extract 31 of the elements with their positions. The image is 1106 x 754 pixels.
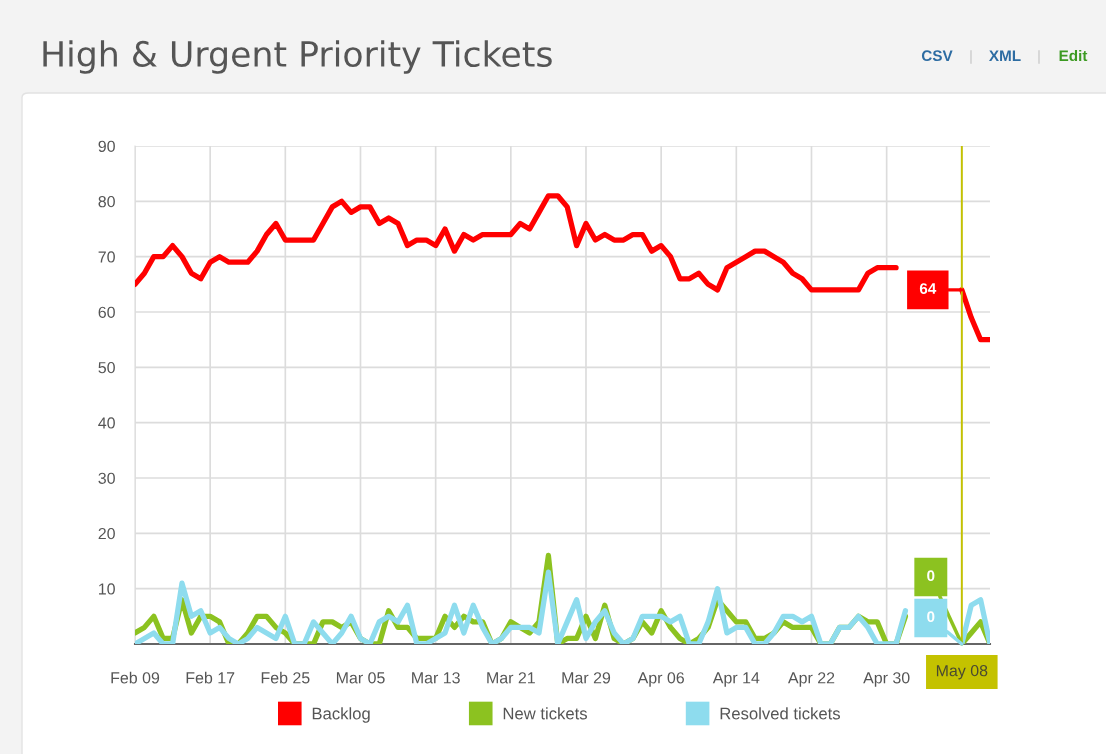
y-tick-label: 40: [98, 417, 115, 429]
y-tick-label: 50: [98, 361, 115, 374]
x-tick-label: Feb 17: [186, 671, 235, 684]
legend-label: Resolved tickets: [720, 707, 841, 720]
y-tick-label: 80: [98, 195, 115, 208]
x-tick-label: Apr 22: [787, 672, 835, 687]
y-tick-label: 60: [98, 306, 115, 318]
x-tick-label: Feb 09: [111, 671, 160, 684]
y-tick-label: 20: [98, 527, 115, 540]
x-tick-label: Mar 29: [562, 672, 611, 684]
annotation: 0: [927, 570, 935, 582]
x-tick-label: Apr 06: [637, 672, 684, 687]
x-tick-label: Apr 30: [863, 672, 910, 687]
x-tick-label: Mar 21: [487, 672, 535, 684]
y-tick-label: 10: [99, 583, 115, 595]
x-tick-label: Mar 05: [336, 672, 385, 684]
y-tick-label: 90: [98, 140, 115, 152]
text: CSV: [921, 50, 953, 62]
annotation: 0: [927, 611, 935, 623]
chart-title: High & Urgent Priority Tickets: [43, 40, 552, 74]
y-tick-label: 30: [98, 472, 115, 484]
x-tick-label: Apr 14: [712, 672, 760, 687]
x-tick-label: Mar 13: [412, 672, 460, 684]
legend-label: New tickets: [503, 707, 588, 720]
text: XML: [989, 50, 1021, 61]
y-tick-label: 70: [98, 251, 115, 263]
text: Edit: [1059, 49, 1088, 62]
annotation: 64: [919, 283, 937, 294]
ref-line-label: May 08: [936, 664, 988, 680]
legend-label: Backlog: [312, 707, 370, 723]
x-tick-label: Feb 25: [261, 671, 310, 684]
